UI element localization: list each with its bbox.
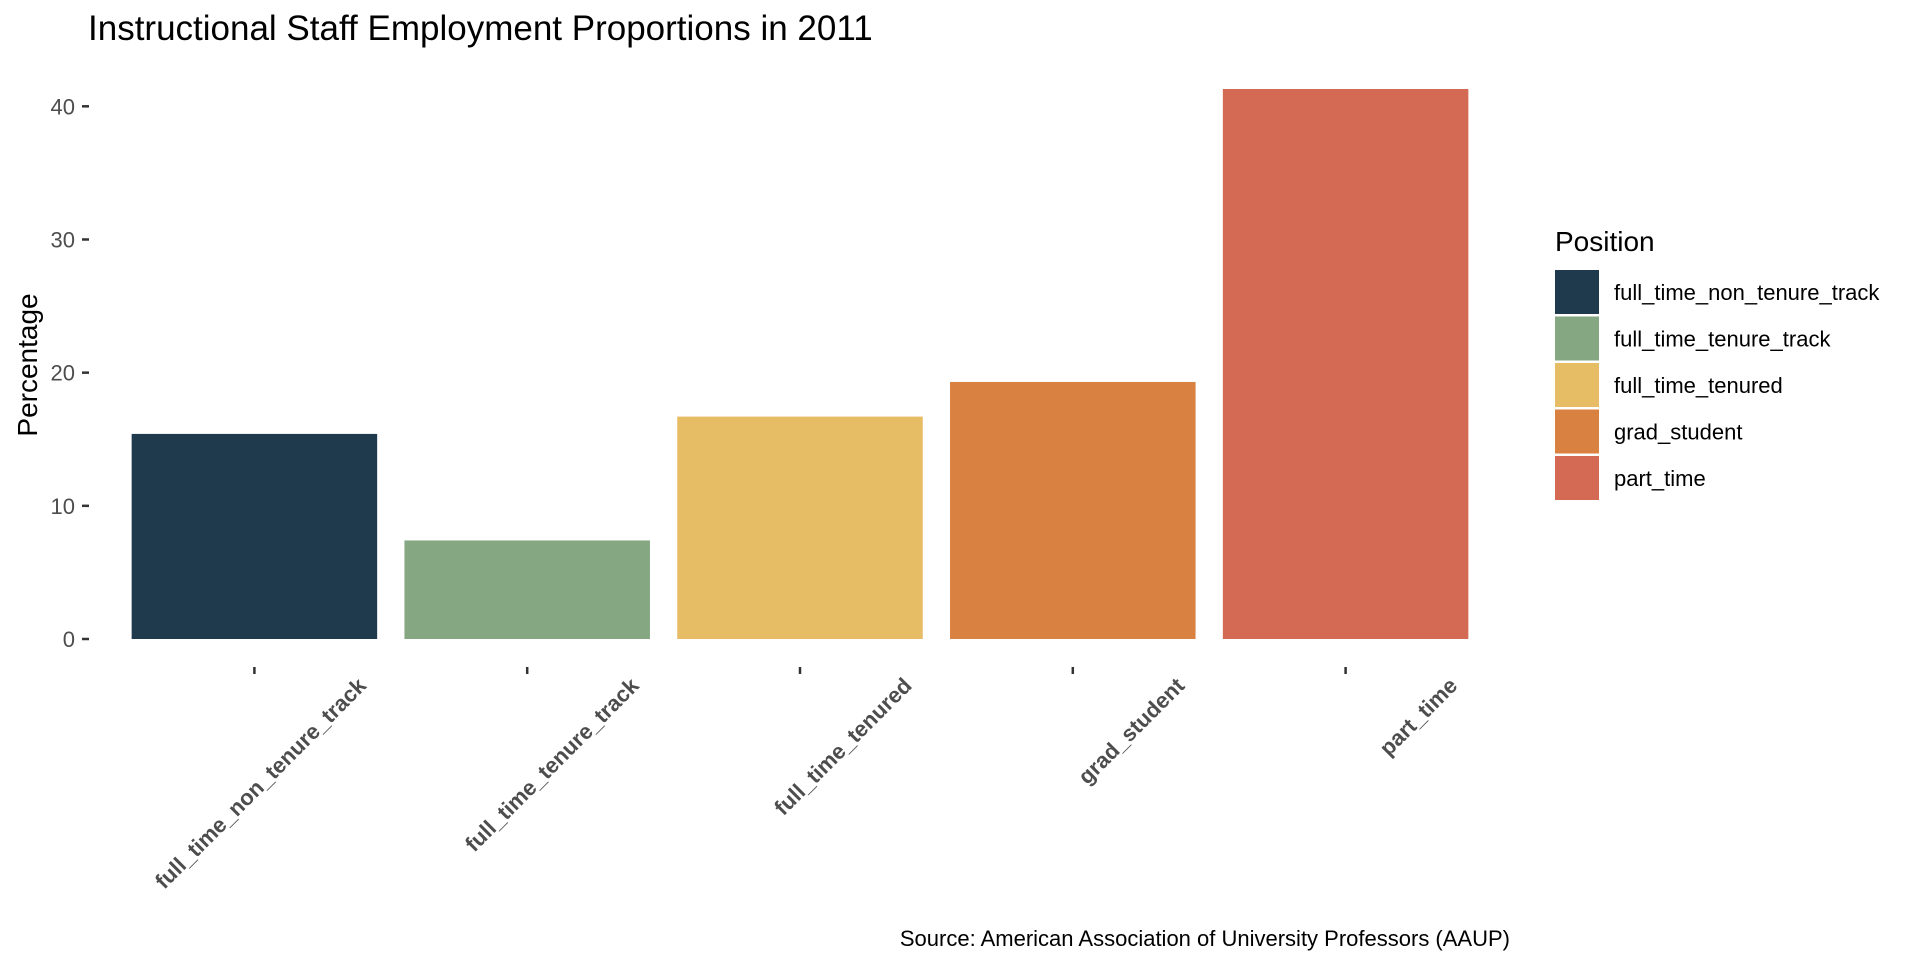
legend-swatch <box>1555 409 1599 454</box>
y-tick-label: 0 <box>63 627 75 652</box>
legend-title: Position <box>1555 226 1655 257</box>
y-tick-label: 30 <box>51 227 75 252</box>
bars <box>131 89 1469 639</box>
source-caption: Source: American Association of Universi… <box>900 926 1510 951</box>
y-axis: 0 10 20 30 40 <box>51 94 89 652</box>
legend-label: full_time_tenured <box>1614 373 1783 398</box>
x-axis: full_time_non_tenure_track full_time_tenu… <box>150 667 1462 894</box>
legend-label: full_time_non_tenure_track <box>1614 280 1880 305</box>
legend-swatch <box>1555 270 1599 314</box>
x-tick-label: full_time_tenured <box>769 673 916 820</box>
x-tick-label: full_time_non_tenure_track <box>150 672 371 893</box>
legend-label: full_time_tenure_track <box>1614 327 1831 352</box>
bar-full-time-non-tenure-track <box>131 433 378 639</box>
legend-swatch <box>1555 456 1599 500</box>
legend-label: part_time <box>1614 466 1706 491</box>
x-tick-label: part_time <box>1374 673 1462 761</box>
legend: Position full_time_non_tenure_track full_… <box>1555 226 1880 500</box>
bar-part-time <box>1222 89 1469 639</box>
y-tick-label: 40 <box>51 94 75 119</box>
y-tick-label: 20 <box>51 361 75 386</box>
x-tick-label: grad_student <box>1073 672 1190 789</box>
bar-full-time-tenured <box>677 416 923 639</box>
x-tick-label: full_time_tenure_track <box>460 672 644 856</box>
bar-grad-student <box>950 381 1196 639</box>
chart-title: Instructional Staff Employment Proportio… <box>88 9 873 48</box>
bar-full-time-tenure-track <box>404 540 650 639</box>
legend-swatch <box>1555 316 1599 361</box>
legend-label: grad_student <box>1614 420 1742 445</box>
y-axis-label: Percentage <box>12 293 43 436</box>
y-tick-label: 10 <box>51 494 75 519</box>
legend-swatch <box>1555 363 1599 407</box>
